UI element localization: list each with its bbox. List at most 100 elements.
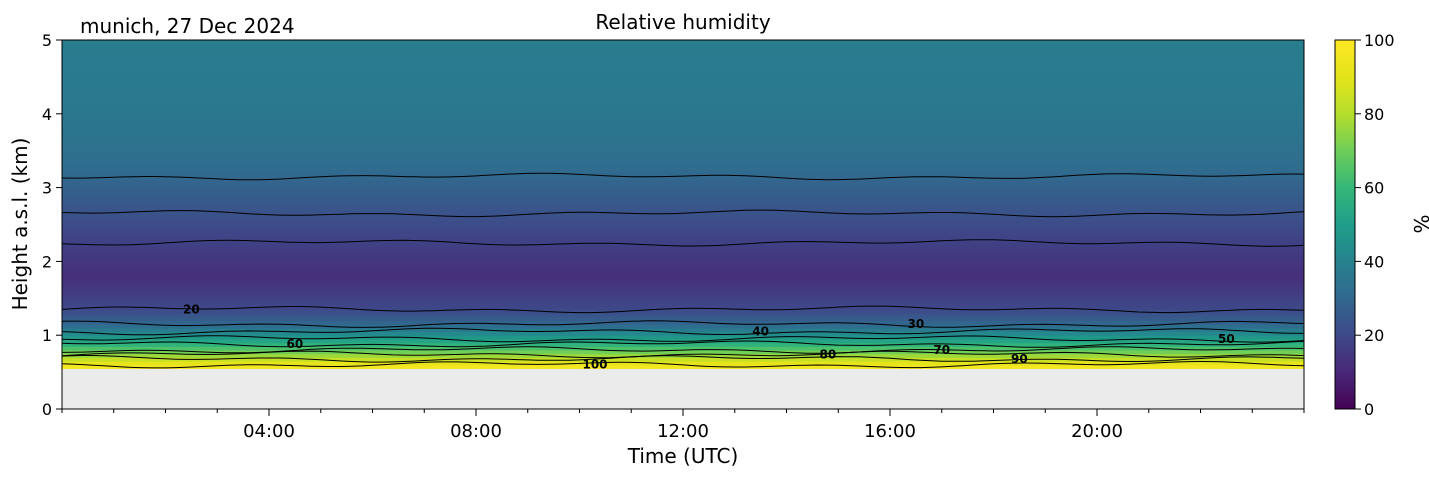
- humidity-band: [62, 202, 1304, 207]
- humidity-band: [62, 261, 1304, 266]
- chart-title: Relative humidity: [595, 10, 770, 34]
- humidity-band: [62, 117, 1304, 122]
- humidity-band: [62, 121, 1304, 126]
- contour-label: 80: [820, 347, 837, 361]
- humidity-band: [62, 58, 1304, 63]
- x-tick-label: 08:00: [450, 421, 502, 442]
- contour-lines: 20 30 40 50 60 70 80 90 100: [62, 172, 1304, 372]
- humidity-band: [62, 165, 1304, 170]
- humidity-band: [62, 187, 1304, 192]
- contour-line: [62, 239, 1304, 247]
- humidity-band: [62, 287, 1304, 292]
- y-axis-label: Height a.s.l. (km): [8, 138, 32, 311]
- humidity-band: [62, 250, 1304, 255]
- x-tick-label: 04:00: [243, 421, 295, 442]
- humidity-band: [62, 99, 1304, 104]
- contour-line: [62, 350, 1304, 359]
- humidity-band: [62, 135, 1304, 141]
- humidity-band: [62, 342, 1304, 347]
- x-axis: 04:00 08:00 12:00 16:00 20:00: [61, 409, 1305, 442]
- humidity-band: [62, 132, 1304, 137]
- humidity-band: [62, 228, 1304, 233]
- humidity-band: [62, 161, 1304, 167]
- humidity-band: [62, 198, 1304, 203]
- humidity-band: [62, 76, 1304, 82]
- contour-label: 90: [1011, 352, 1028, 366]
- colorbar-tick-label: 60: [1364, 179, 1384, 198]
- humidity-band: [62, 265, 1304, 270]
- humidity-band: [62, 172, 1304, 178]
- humidity-band: [62, 309, 1304, 314]
- humidity-band: [62, 301, 1304, 307]
- humidity-band: [62, 80, 1304, 85]
- colorbar-tick-label: 20: [1364, 326, 1384, 345]
- contour-line: [62, 335, 1304, 343]
- contour-label: 40: [752, 325, 769, 339]
- y-tick-label: 0: [42, 400, 52, 419]
- humidity-band: [62, 62, 1304, 67]
- colorbar-label: %: [1409, 214, 1429, 233]
- humidity-band: [62, 283, 1304, 288]
- contour-line: [62, 320, 1304, 328]
- humidity-band: [62, 268, 1304, 274]
- contour-line: [62, 360, 1304, 369]
- contour-line: [62, 209, 1304, 218]
- humidity-band: [62, 224, 1304, 229]
- location-label: munich, 27 Dec 2024: [80, 14, 295, 38]
- humidity-band: [62, 272, 1304, 277]
- humidity-band: [62, 110, 1304, 115]
- humidity-band: [62, 313, 1304, 318]
- humidity-band: [62, 257, 1304, 262]
- humidity-band: [62, 209, 1304, 215]
- humidity-band: [62, 213, 1304, 218]
- humidity-band: [62, 242, 1304, 248]
- contour-line: [62, 327, 1304, 336]
- humidity-band: [62, 143, 1304, 148]
- contour-line: [62, 172, 1304, 181]
- humidity-band: [62, 316, 1304, 322]
- colorbar-tick-label: 100: [1364, 31, 1395, 50]
- contour-line: [62, 340, 1304, 348]
- colorbar-ticks: 0 20 40 60 80 100: [1355, 31, 1395, 419]
- humidity-band: [62, 87, 1304, 93]
- humidity-band: [62, 113, 1304, 119]
- colorbar-tick-label: 80: [1364, 105, 1384, 124]
- humidity-band: [62, 294, 1304, 299]
- humidity-band: [62, 180, 1304, 185]
- humidity-band: [62, 106, 1304, 111]
- humidity-band: [62, 217, 1304, 222]
- humidity-band: [62, 150, 1304, 155]
- humidity-band: [62, 327, 1304, 333]
- plot-area: 20 30 40 50 60 70 80 90 100: [62, 40, 1304, 409]
- y-tick-label: 1: [42, 326, 52, 345]
- humidity-band: [62, 246, 1304, 251]
- humidity-band: [62, 65, 1304, 71]
- humidity-band: [62, 40, 1304, 45]
- humidity-band: [62, 183, 1304, 189]
- humidity-band: [62, 364, 1304, 370]
- y-tick-label: 3: [42, 179, 52, 198]
- humidity-band: [62, 147, 1304, 152]
- y-axis: 0 1 2 3 4 5: [42, 31, 62, 419]
- y-tick-label: 4: [42, 105, 52, 124]
- humidity-band: [62, 279, 1304, 285]
- humidity-band: [62, 320, 1304, 325]
- humidity-band: [62, 169, 1304, 174]
- humidity-band: [62, 91, 1304, 96]
- humidity-band: [62, 298, 1304, 303]
- y-tick-label: 2: [42, 252, 52, 271]
- x-tick-label: 16:00: [864, 421, 916, 442]
- colorbar-gradient: [1334, 39, 1356, 410]
- humidity-band: [62, 220, 1304, 226]
- y-tick-label: 5: [42, 31, 52, 50]
- contour-line: [62, 305, 1304, 314]
- humidity-band: [62, 43, 1304, 48]
- humidity-band: [62, 73, 1304, 78]
- contour-label: 60: [287, 337, 304, 351]
- contour-line: [62, 355, 1304, 363]
- humidity-band: [62, 84, 1304, 89]
- humidity-band: [62, 276, 1304, 281]
- colorbar-tick-label: 40: [1364, 252, 1384, 271]
- humidity-band: [62, 124, 1304, 130]
